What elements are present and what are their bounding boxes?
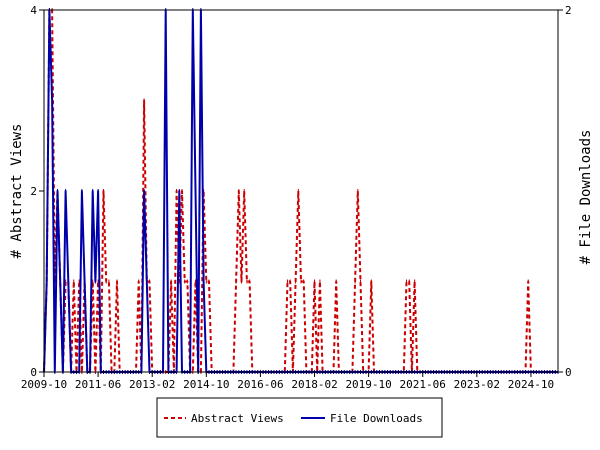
x-tick-label: 2016-06 [237, 378, 283, 391]
legend-label-abstract-views: Abstract Views [191, 412, 284, 425]
y-left-tick-label: 4 [30, 4, 37, 17]
x-tick-label: 2021-06 [400, 378, 446, 391]
x-tick-label: 2019-10 [345, 378, 391, 391]
series-layer [43, 8, 559, 374]
x-tick-label: 2024-10 [508, 378, 554, 391]
y-right-tick-label: 0 [565, 366, 572, 379]
legend-label-file-downloads: File Downloads [330, 412, 423, 425]
legend-box [156, 397, 443, 438]
plot-area-frame [43, 9, 559, 373]
legend: Abstract Views File Downloads [156, 397, 443, 438]
x-tick-label: 2023-02 [454, 378, 500, 391]
y-left-tick-label: 2 [30, 185, 37, 198]
y-axis-left-title: # Abstract Views [9, 124, 25, 259]
y-axis-left: 0 2 4 [30, 4, 44, 379]
x-tick-label: 2014-10 [183, 378, 229, 391]
series-line-file-downloads [43, 9, 558, 373]
x-tick-label: 2009-10 [21, 378, 67, 391]
x-axis: 2009-10 2011-06 2013-02 2014-10 2016-06 2018-… [21, 372, 554, 391]
y-axis-right-title: # File Downloads [578, 130, 594, 265]
y-left-tick-label: 0 [30, 366, 37, 379]
x-tick-label: 2018-02 [291, 378, 337, 391]
y-axis-right: 02 [558, 4, 572, 379]
x-tick-label: 2013-02 [129, 378, 175, 391]
x-tick-label: 2011-06 [75, 378, 121, 391]
series-line-abstract-views [43, 9, 558, 373]
y-right-tick-label: 2 [565, 4, 572, 17]
